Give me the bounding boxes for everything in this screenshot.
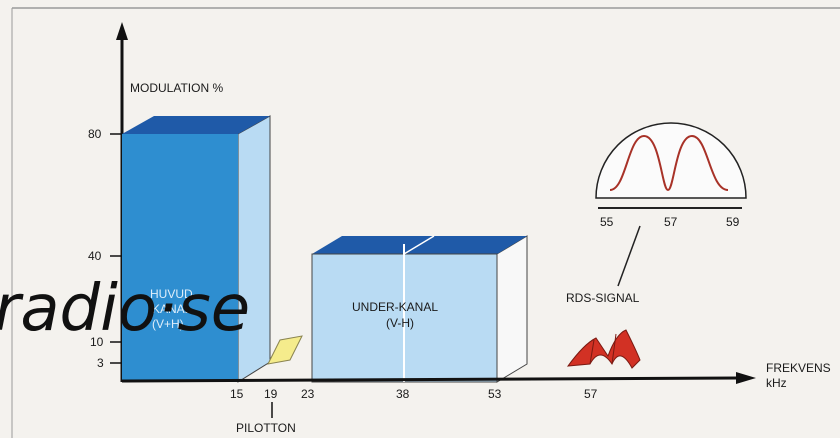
x-axis-label-1: FREKVENS — [766, 361, 831, 375]
x-tick-23: 23 — [301, 387, 315, 401]
y-tick-label: 80 — [88, 127, 102, 141]
sub-channel-label-2: (V-H) — [386, 316, 414, 330]
x-tick-53: 53 — [488, 387, 502, 401]
main-channel-label-1: HUVUD- — [150, 287, 197, 301]
main-channel-label-3: (V+H) — [152, 317, 184, 331]
main-channel-label-2: KANAL — [152, 302, 192, 316]
x-axis-arrow — [736, 372, 756, 384]
y-tick-10: 10 — [90, 335, 122, 349]
y-tick-label: 3 — [97, 356, 104, 370]
rds-inset-tick-57: 57 — [664, 215, 678, 229]
y-tick-label: 10 — [90, 335, 104, 349]
main-channel-block: HUVUD- KANAL (V+H) — [122, 115, 271, 383]
x-axis-label-2: kHz — [766, 376, 787, 390]
y-tick-label: 40 — [88, 249, 102, 263]
pilot-label: PILOTTON — [236, 421, 296, 435]
main-channel-top — [122, 116, 270, 134]
y-tick-3: 3 — [97, 356, 122, 370]
x-tick-38: 38 — [396, 387, 410, 401]
y-axis-label: MODULATION % — [130, 81, 223, 95]
x-tick-15: 15 — [230, 387, 244, 401]
sub-channel-side — [496, 235, 528, 383]
main-channel-front — [122, 134, 238, 382]
pilot-tone-marker — [267, 335, 303, 365]
sub-channel-block: UNDER-KANAL (V-H) — [311, 235, 528, 383]
x-axis-line — [121, 376, 739, 383]
rds-spectrum-curve — [609, 134, 729, 192]
rds-inset: 55 57 59 — [595, 122, 747, 229]
rds-signal-shape — [566, 329, 641, 369]
watermark-text: radio·se — [0, 272, 250, 346]
rds-inset-tick-55: 55 — [600, 215, 614, 229]
y-axis-arrow — [116, 22, 128, 40]
rds-leader-line — [617, 225, 641, 287]
x-tick-57: 57 — [584, 387, 598, 401]
rds-label: RDS-SIGNAL — [566, 291, 640, 305]
x-tick-19: 19 — [264, 387, 278, 401]
sub-channel-label-1: UNDER-KANAL — [352, 300, 438, 314]
rds-inset-tick-59: 59 — [726, 215, 740, 229]
y-tick-80: 80 — [88, 127, 122, 141]
y-tick-40: 40 — [88, 249, 122, 263]
rds-inset-dome — [595, 122, 747, 199]
